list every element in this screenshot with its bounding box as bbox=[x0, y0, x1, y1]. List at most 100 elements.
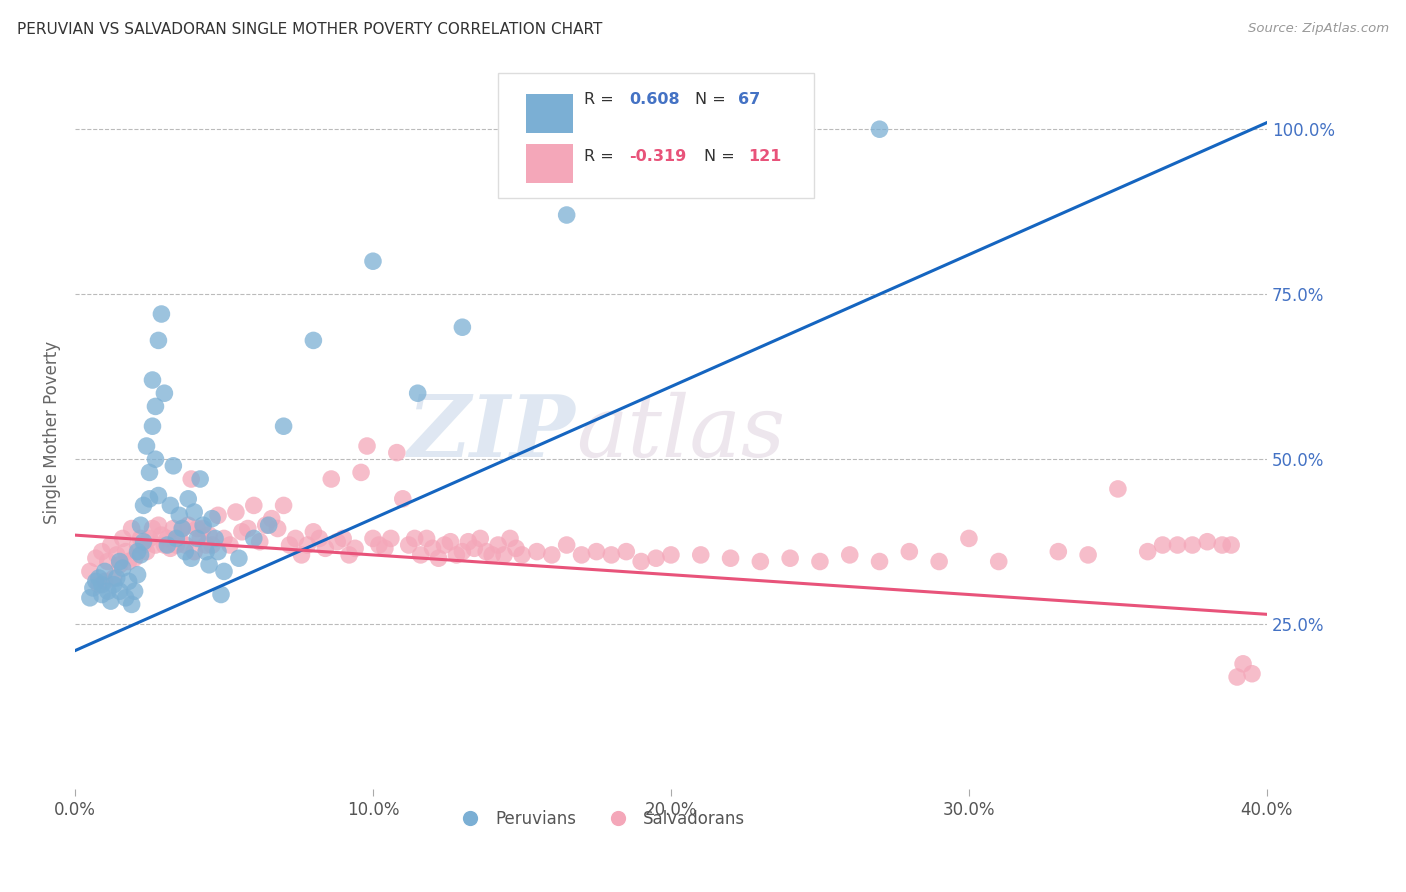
Point bbox=[451, 544, 474, 558]
Point bbox=[145, 400, 167, 414]
Text: atlas: atlas bbox=[575, 392, 785, 475]
Point bbox=[808, 555, 831, 569]
Point bbox=[180, 551, 202, 566]
Point bbox=[172, 522, 194, 536]
Point bbox=[486, 538, 509, 552]
Point bbox=[172, 522, 194, 536]
Point bbox=[111, 561, 134, 575]
Point bbox=[526, 544, 548, 558]
Point bbox=[94, 565, 117, 579]
Text: R =: R = bbox=[583, 150, 613, 164]
Point bbox=[406, 386, 429, 401]
Point bbox=[111, 532, 134, 546]
Point bbox=[344, 541, 367, 556]
Point bbox=[630, 555, 652, 569]
Point bbox=[463, 541, 485, 556]
Point bbox=[148, 489, 170, 503]
Point bbox=[195, 538, 218, 552]
Point bbox=[297, 538, 319, 552]
Point bbox=[446, 548, 468, 562]
Point bbox=[510, 548, 533, 562]
Point bbox=[201, 538, 224, 552]
Point bbox=[162, 522, 184, 536]
Point bbox=[451, 320, 474, 334]
Bar bbox=[526, 95, 574, 134]
Point bbox=[273, 419, 295, 434]
Text: PERUVIAN VS SALVADORAN SINGLE MOTHER POVERTY CORRELATION CHART: PERUVIAN VS SALVADORAN SINGLE MOTHER POV… bbox=[17, 22, 602, 37]
Point bbox=[159, 499, 181, 513]
Point bbox=[308, 532, 330, 546]
Point bbox=[108, 558, 131, 572]
Point bbox=[79, 565, 101, 579]
Point bbox=[228, 551, 250, 566]
Point bbox=[121, 598, 143, 612]
Point bbox=[159, 541, 181, 556]
Point bbox=[105, 571, 128, 585]
Point bbox=[260, 511, 283, 525]
Point bbox=[457, 534, 479, 549]
Point bbox=[838, 548, 860, 562]
Point bbox=[1047, 544, 1070, 558]
Point bbox=[1136, 544, 1159, 558]
Point bbox=[124, 551, 146, 566]
Point bbox=[141, 419, 163, 434]
Point bbox=[209, 588, 232, 602]
Point bbox=[1077, 548, 1099, 562]
Point bbox=[1181, 538, 1204, 552]
Point bbox=[257, 518, 280, 533]
Point bbox=[391, 491, 413, 506]
Y-axis label: Single Mother Poverty: Single Mother Poverty bbox=[44, 342, 60, 524]
Point bbox=[103, 571, 125, 585]
Point bbox=[321, 472, 343, 486]
Point bbox=[505, 541, 527, 556]
Point bbox=[571, 148, 593, 162]
Point bbox=[138, 532, 160, 546]
Point bbox=[108, 555, 131, 569]
Point bbox=[84, 551, 107, 566]
Point bbox=[132, 538, 155, 552]
Point bbox=[145, 452, 167, 467]
Point bbox=[148, 518, 170, 533]
Point bbox=[87, 571, 110, 585]
Point bbox=[198, 558, 221, 572]
Point bbox=[1211, 538, 1233, 552]
Point bbox=[121, 522, 143, 536]
Point bbox=[97, 555, 120, 569]
Point bbox=[169, 532, 191, 546]
Point bbox=[470, 532, 492, 546]
Point bbox=[337, 548, 360, 562]
Point bbox=[141, 522, 163, 536]
Point bbox=[415, 532, 437, 546]
Point bbox=[129, 548, 152, 562]
Point bbox=[138, 491, 160, 506]
Point bbox=[749, 555, 772, 569]
Point bbox=[127, 544, 149, 558]
Point bbox=[132, 534, 155, 549]
Point bbox=[153, 386, 176, 401]
Point bbox=[156, 532, 179, 546]
Point bbox=[135, 544, 157, 558]
Point bbox=[284, 532, 307, 546]
Text: 0.608: 0.608 bbox=[630, 93, 681, 107]
Point bbox=[380, 532, 402, 546]
Point bbox=[928, 555, 950, 569]
Point bbox=[207, 544, 229, 558]
Point bbox=[145, 538, 167, 552]
Point bbox=[117, 574, 139, 589]
Point bbox=[1197, 534, 1219, 549]
Text: Source: ZipAtlas.com: Source: ZipAtlas.com bbox=[1249, 22, 1389, 36]
Point bbox=[576, 142, 599, 156]
Point bbox=[124, 584, 146, 599]
Point bbox=[174, 538, 197, 552]
Point bbox=[555, 208, 578, 222]
Point bbox=[1152, 538, 1174, 552]
Point bbox=[231, 524, 253, 539]
Point bbox=[254, 518, 277, 533]
FancyBboxPatch shape bbox=[498, 73, 814, 198]
Point bbox=[869, 122, 891, 136]
Point bbox=[273, 499, 295, 513]
Point bbox=[191, 518, 214, 533]
Point bbox=[186, 532, 208, 546]
Point bbox=[540, 548, 562, 562]
Point bbox=[236, 522, 259, 536]
